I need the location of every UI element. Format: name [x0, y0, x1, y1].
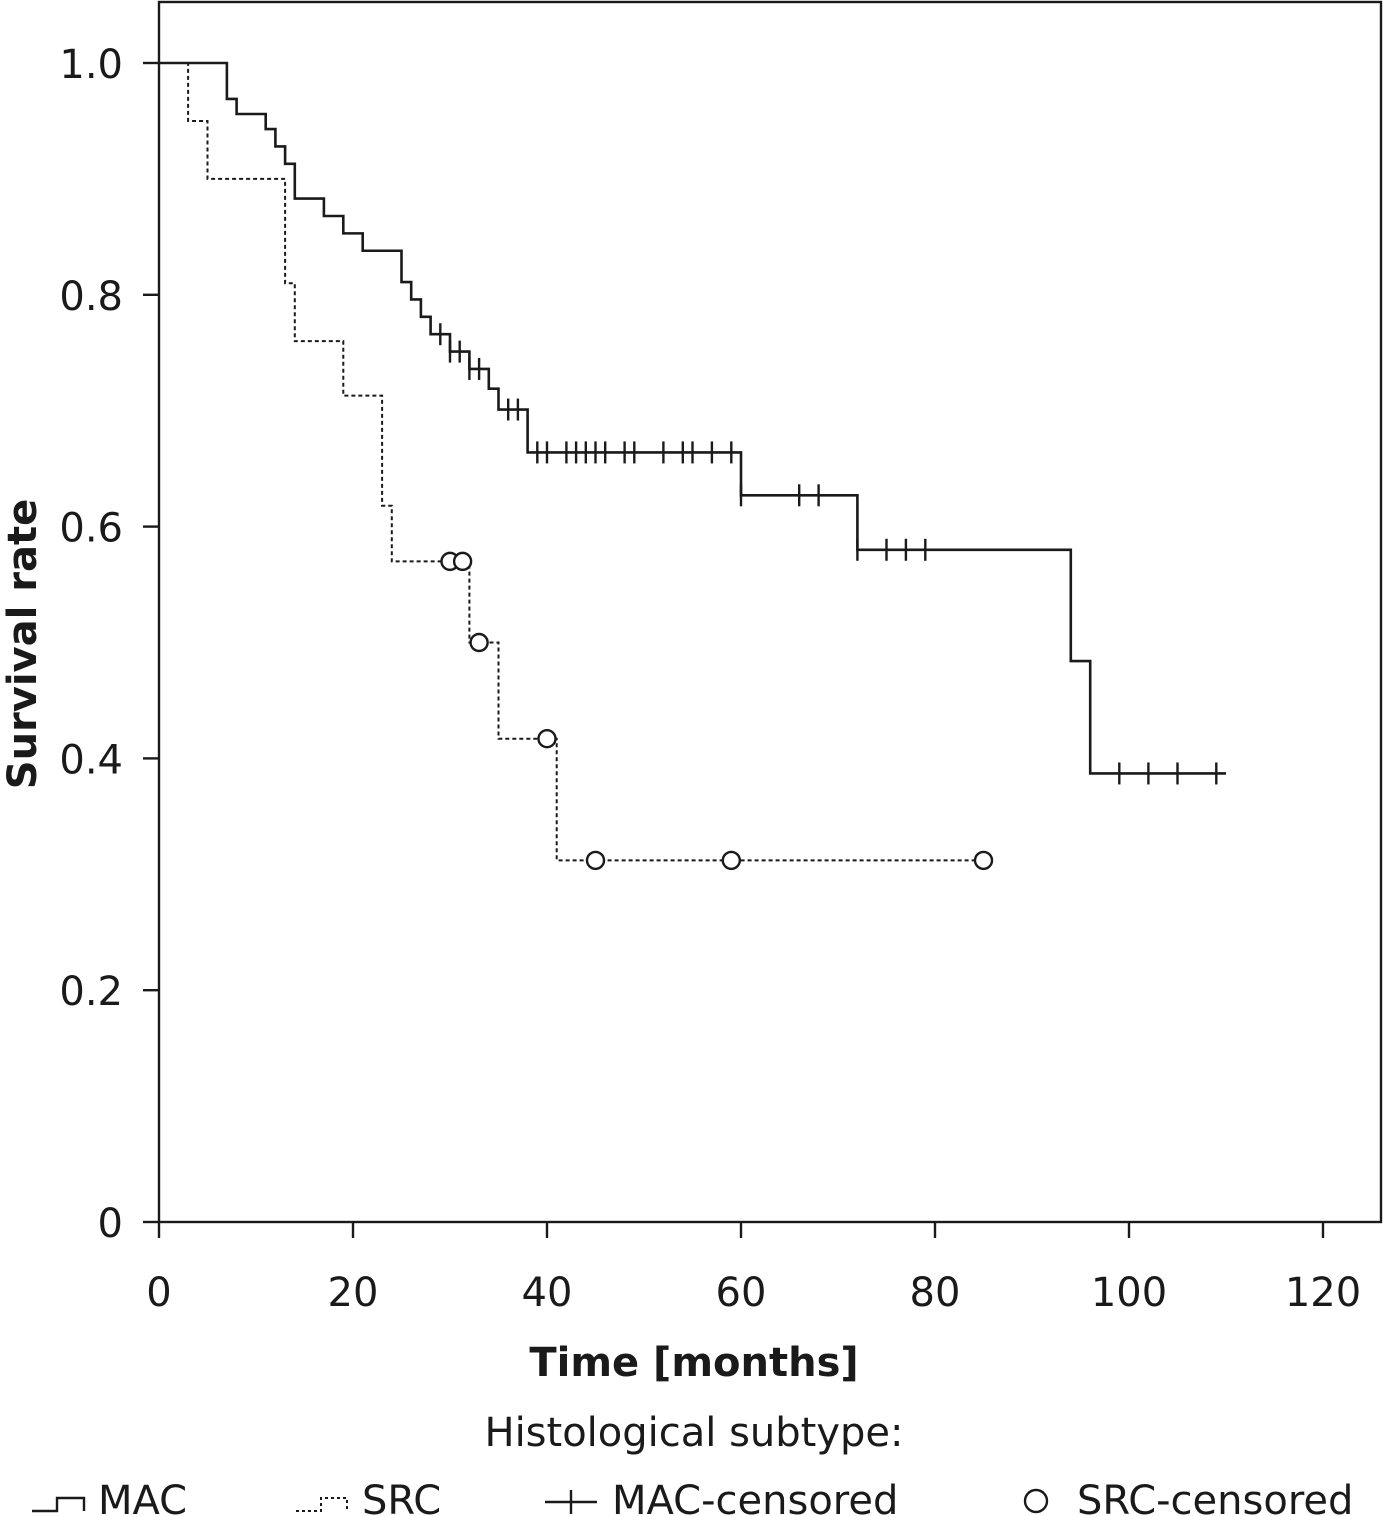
legend-title: Histological subtype:	[484, 1410, 903, 1456]
x-tick-label: 80	[910, 1270, 961, 1316]
legend-label-mac: MAC	[98, 1478, 187, 1516]
series-line-mac	[159, 61, 1226, 775]
x-axis-title: Time [months]	[529, 1340, 858, 1386]
x-tick-label: 0	[146, 1270, 171, 1316]
y-axis-title: Survival rate	[0, 499, 46, 789]
censor-marker-src	[721, 850, 741, 871]
x-axis: 0 20 40 60 80 100 120	[146, 1222, 1361, 1316]
legend-item-src-censored: SRC-censored	[1023, 1478, 1353, 1516]
legend-item-src: SRC	[296, 1478, 441, 1516]
legend-label-src: SRC	[362, 1478, 441, 1516]
censor-marker-src	[973, 850, 994, 871]
legend-swatch-src-censored	[1023, 1488, 1049, 1514]
x-tick-label: 100	[1091, 1270, 1167, 1316]
series-layer	[159, 61, 1226, 862]
y-axis: 0 0.2 0.4 0.6 0.8 1.0	[59, 42, 159, 1247]
x-tick-label: 60	[716, 1270, 767, 1316]
legend-label-mac-censored: MAC-censored	[612, 1478, 898, 1516]
legend-label-src-censored: SRC-censored	[1077, 1478, 1353, 1516]
censor-marker-src	[585, 850, 606, 871]
y-tick-label: 0.4	[59, 737, 123, 783]
y-tick-label: 0.6	[59, 506, 123, 552]
legend-item-mac: MAC	[32, 1478, 187, 1516]
y-tick-label: 0.2	[59, 969, 123, 1015]
x-tick-label: 120	[1285, 1270, 1361, 1316]
plot-border	[157, 0, 1383, 1224]
legend-swatch-src	[296, 1497, 348, 1512]
y-tick-label: 0.8	[59, 274, 123, 320]
censor-marker-src	[469, 632, 489, 653]
legend-swatch-mac	[32, 1496, 86, 1513]
x-tick-label: 20	[328, 1270, 379, 1316]
series-line-src	[159, 62, 984, 862]
legend-swatch-mac-censored	[545, 1490, 597, 1514]
y-tick-label: 1.0	[59, 42, 123, 88]
censor-marker-src	[452, 551, 473, 572]
x-tick-label: 40	[522, 1270, 573, 1316]
y-tick-label: 0	[98, 1201, 123, 1247]
censor-marker-src	[537, 728, 557, 749]
censor-layer	[439, 323, 1218, 871]
plot-frame	[157, 0, 1383, 1224]
legend-item-mac-censored: MAC-censored	[545, 1478, 898, 1516]
